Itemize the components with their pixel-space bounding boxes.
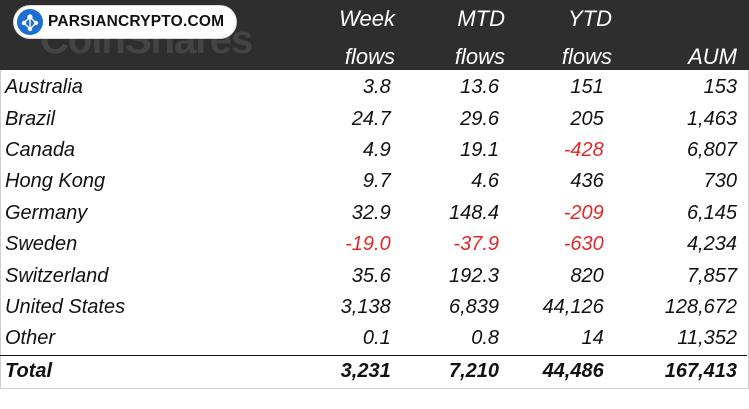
aum-value: 128,672 (664, 295, 737, 318)
country-name: Brazil (5, 107, 56, 130)
week-value: 0.1 (362, 327, 391, 350)
ytd-value: -209 (563, 201, 604, 224)
country-name: Australia (5, 76, 83, 99)
table-row: Canada 4.9 19.1 -428 6,807 (0, 135, 747, 166)
logo-text: PARSIANCRYPTO.COM (48, 13, 225, 30)
aum-value: 6,145 (686, 201, 737, 224)
header-week-line2: flows (344, 44, 395, 69)
header-week: Week flows (300, 6, 395, 70)
table-row: Germany 32.9 148.4 -209 6,145 (0, 198, 747, 229)
week-value: -19.0 (345, 233, 391, 256)
table-row: United States 3,138 6,839 44,126 128,672 (0, 292, 747, 323)
total-week-value: 3,231 (256, 354, 391, 387)
table-row: Sweden -19.0 -37.9 -630 4,234 (0, 229, 747, 260)
mtd-value: 192.3 (448, 264, 500, 287)
week-value: 4.9 (362, 138, 391, 161)
header-ytd-line2: flows (561, 44, 612, 69)
total-label: Total (0, 354, 257, 387)
header-aum: AUM (640, 6, 737, 70)
total-row: Total 3,231 7,210 44,486 167,413 (0, 354, 747, 387)
flows-table: Australia 3.8 13.6 151 153 Brazil 24.7 29.6 205 1… (0, 72, 747, 387)
week-value: 32.9 (351, 201, 391, 224)
mtd-value: 29.6 (460, 107, 500, 130)
table-header: CoinShares PARSIANCRYPTO.COM Week flows … (0, 0, 749, 70)
week-value: 24.7 (351, 107, 391, 130)
week-value: 35.6 (351, 264, 391, 287)
ytd-value: 436 (570, 170, 604, 193)
ytd-value: 820 (570, 264, 604, 287)
header-aum-line2: AUM (688, 44, 737, 69)
country-name: United States (5, 295, 126, 318)
ytd-value: 14 (581, 327, 604, 350)
network-nodes-icon (17, 9, 43, 35)
header-mtd-line2: flows (454, 44, 505, 69)
mtd-value: 6,839 (448, 295, 500, 318)
mtd-value: 0.8 (471, 327, 500, 350)
total-ytd-value: 44,486 (499, 354, 604, 387)
mtd-value: 13.6 (460, 76, 500, 99)
ytd-value: 151 (570, 76, 604, 99)
ytd-value: 205 (570, 107, 604, 130)
parsiancrypto-logo: PARSIANCRYPTO.COM (14, 6, 236, 38)
week-value: 9.7 (362, 170, 391, 193)
header-aum-line1 (640, 6, 737, 32)
table-row: Brazil 24.7 29.6 205 1,463 (0, 103, 747, 134)
week-value: 3.8 (362, 76, 391, 99)
aum-value: 153 (703, 76, 737, 99)
mtd-value: 19.1 (460, 138, 500, 161)
ytd-value: 44,126 (542, 295, 604, 318)
aum-value: 6,807 (686, 138, 737, 161)
header-ytd-line1: YTD (568, 6, 612, 31)
total-aum-value: 167,413 (603, 354, 747, 387)
country-name: Germany (5, 201, 88, 224)
table-row: Hong Kong 9.7 4.6 436 730 (0, 166, 747, 197)
country-name: Switzerland (5, 264, 109, 287)
header-mtd-line1: MTD (457, 6, 505, 31)
header-mtd: MTD flows (410, 6, 505, 70)
ytd-value: -630 (563, 233, 604, 256)
country-name: Other (5, 327, 56, 350)
table-row: Other 0.1 0.8 14 11,352 (0, 323, 747, 355)
aum-value: 4,234 (686, 233, 737, 256)
country-name: Hong Kong (5, 170, 106, 193)
country-name: Canada (5, 138, 76, 161)
aum-value: 7,857 (686, 264, 737, 287)
ytd-value: -428 (563, 138, 604, 161)
mtd-value: 4.6 (471, 170, 500, 193)
aum-value: 11,352 (677, 327, 737, 350)
header-week-line1: Week (339, 6, 395, 31)
total-mtd-value: 7,210 (390, 354, 500, 387)
table-row: Australia 3.8 13.6 151 153 (0, 72, 747, 103)
table-row: Switzerland 35.6 192.3 820 7,857 (0, 260, 747, 291)
header-ytd: YTD flows (516, 6, 612, 70)
week-value: 3,138 (340, 295, 391, 318)
mtd-value: -37.9 (453, 233, 500, 256)
aum-value: 730 (703, 170, 737, 193)
aum-value: 1,463 (686, 107, 737, 130)
mtd-value: 148.4 (448, 201, 500, 224)
country-name: Sweden (5, 233, 78, 256)
